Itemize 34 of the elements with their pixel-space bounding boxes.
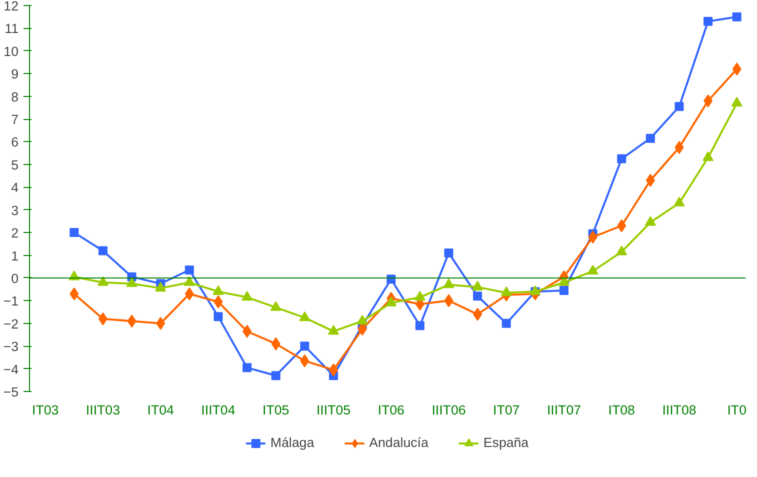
y-tick-label: −3 — [3, 339, 19, 354]
y-tick-label: 12 — [4, 0, 19, 14]
x-tick-label: IIIT06 — [432, 402, 466, 418]
y-tick-label: 9 — [11, 66, 19, 82]
y-tick-label: −1 — [3, 294, 19, 309]
x-tick-label: IT04 — [147, 402, 175, 418]
y-tick-label: 6 — [11, 134, 19, 150]
x-tick-label: IIIT05 — [316, 402, 351, 418]
y-tick-label: 3 — [11, 202, 19, 218]
x-tick-label: IT07 — [493, 402, 520, 418]
x-tick-label: IT08 — [608, 402, 635, 418]
y-tick-label: 4 — [11, 180, 20, 196]
x-tick-label: IT05 — [262, 402, 290, 418]
y-tick-label: −2 — [3, 316, 19, 332]
y-tick-label: 11 — [4, 21, 19, 36]
legend-label: Andalucía — [369, 435, 428, 450]
y-tick-label: −4 — [3, 362, 20, 377]
y-tick-label: 2 — [11, 226, 19, 241]
x-tick-label: IIIT03 — [86, 402, 120, 418]
legend-label: España — [483, 435, 529, 450]
x-tick-label: IT0 — [727, 402, 746, 418]
y-tick-label: −5 — [3, 384, 19, 400]
x-tick-label: IT03 — [32, 402, 59, 418]
x-tick-label: IIIT04 — [201, 402, 236, 418]
x-tick-label: IIIT07 — [546, 402, 582, 418]
y-tick-label: 10 — [4, 44, 19, 59]
y-tick-label: 0 — [11, 270, 19, 286]
y-tick-label: 5 — [11, 157, 19, 172]
x-tick-label: IIIT08 — [662, 402, 696, 418]
y-tick-label: 7 — [11, 112, 19, 128]
legend-label: Málaga — [270, 435, 314, 450]
x-tick-label: IT06 — [378, 402, 404, 418]
y-tick-label: 8 — [11, 89, 19, 104]
y-tick-label: 1 — [11, 248, 19, 264]
